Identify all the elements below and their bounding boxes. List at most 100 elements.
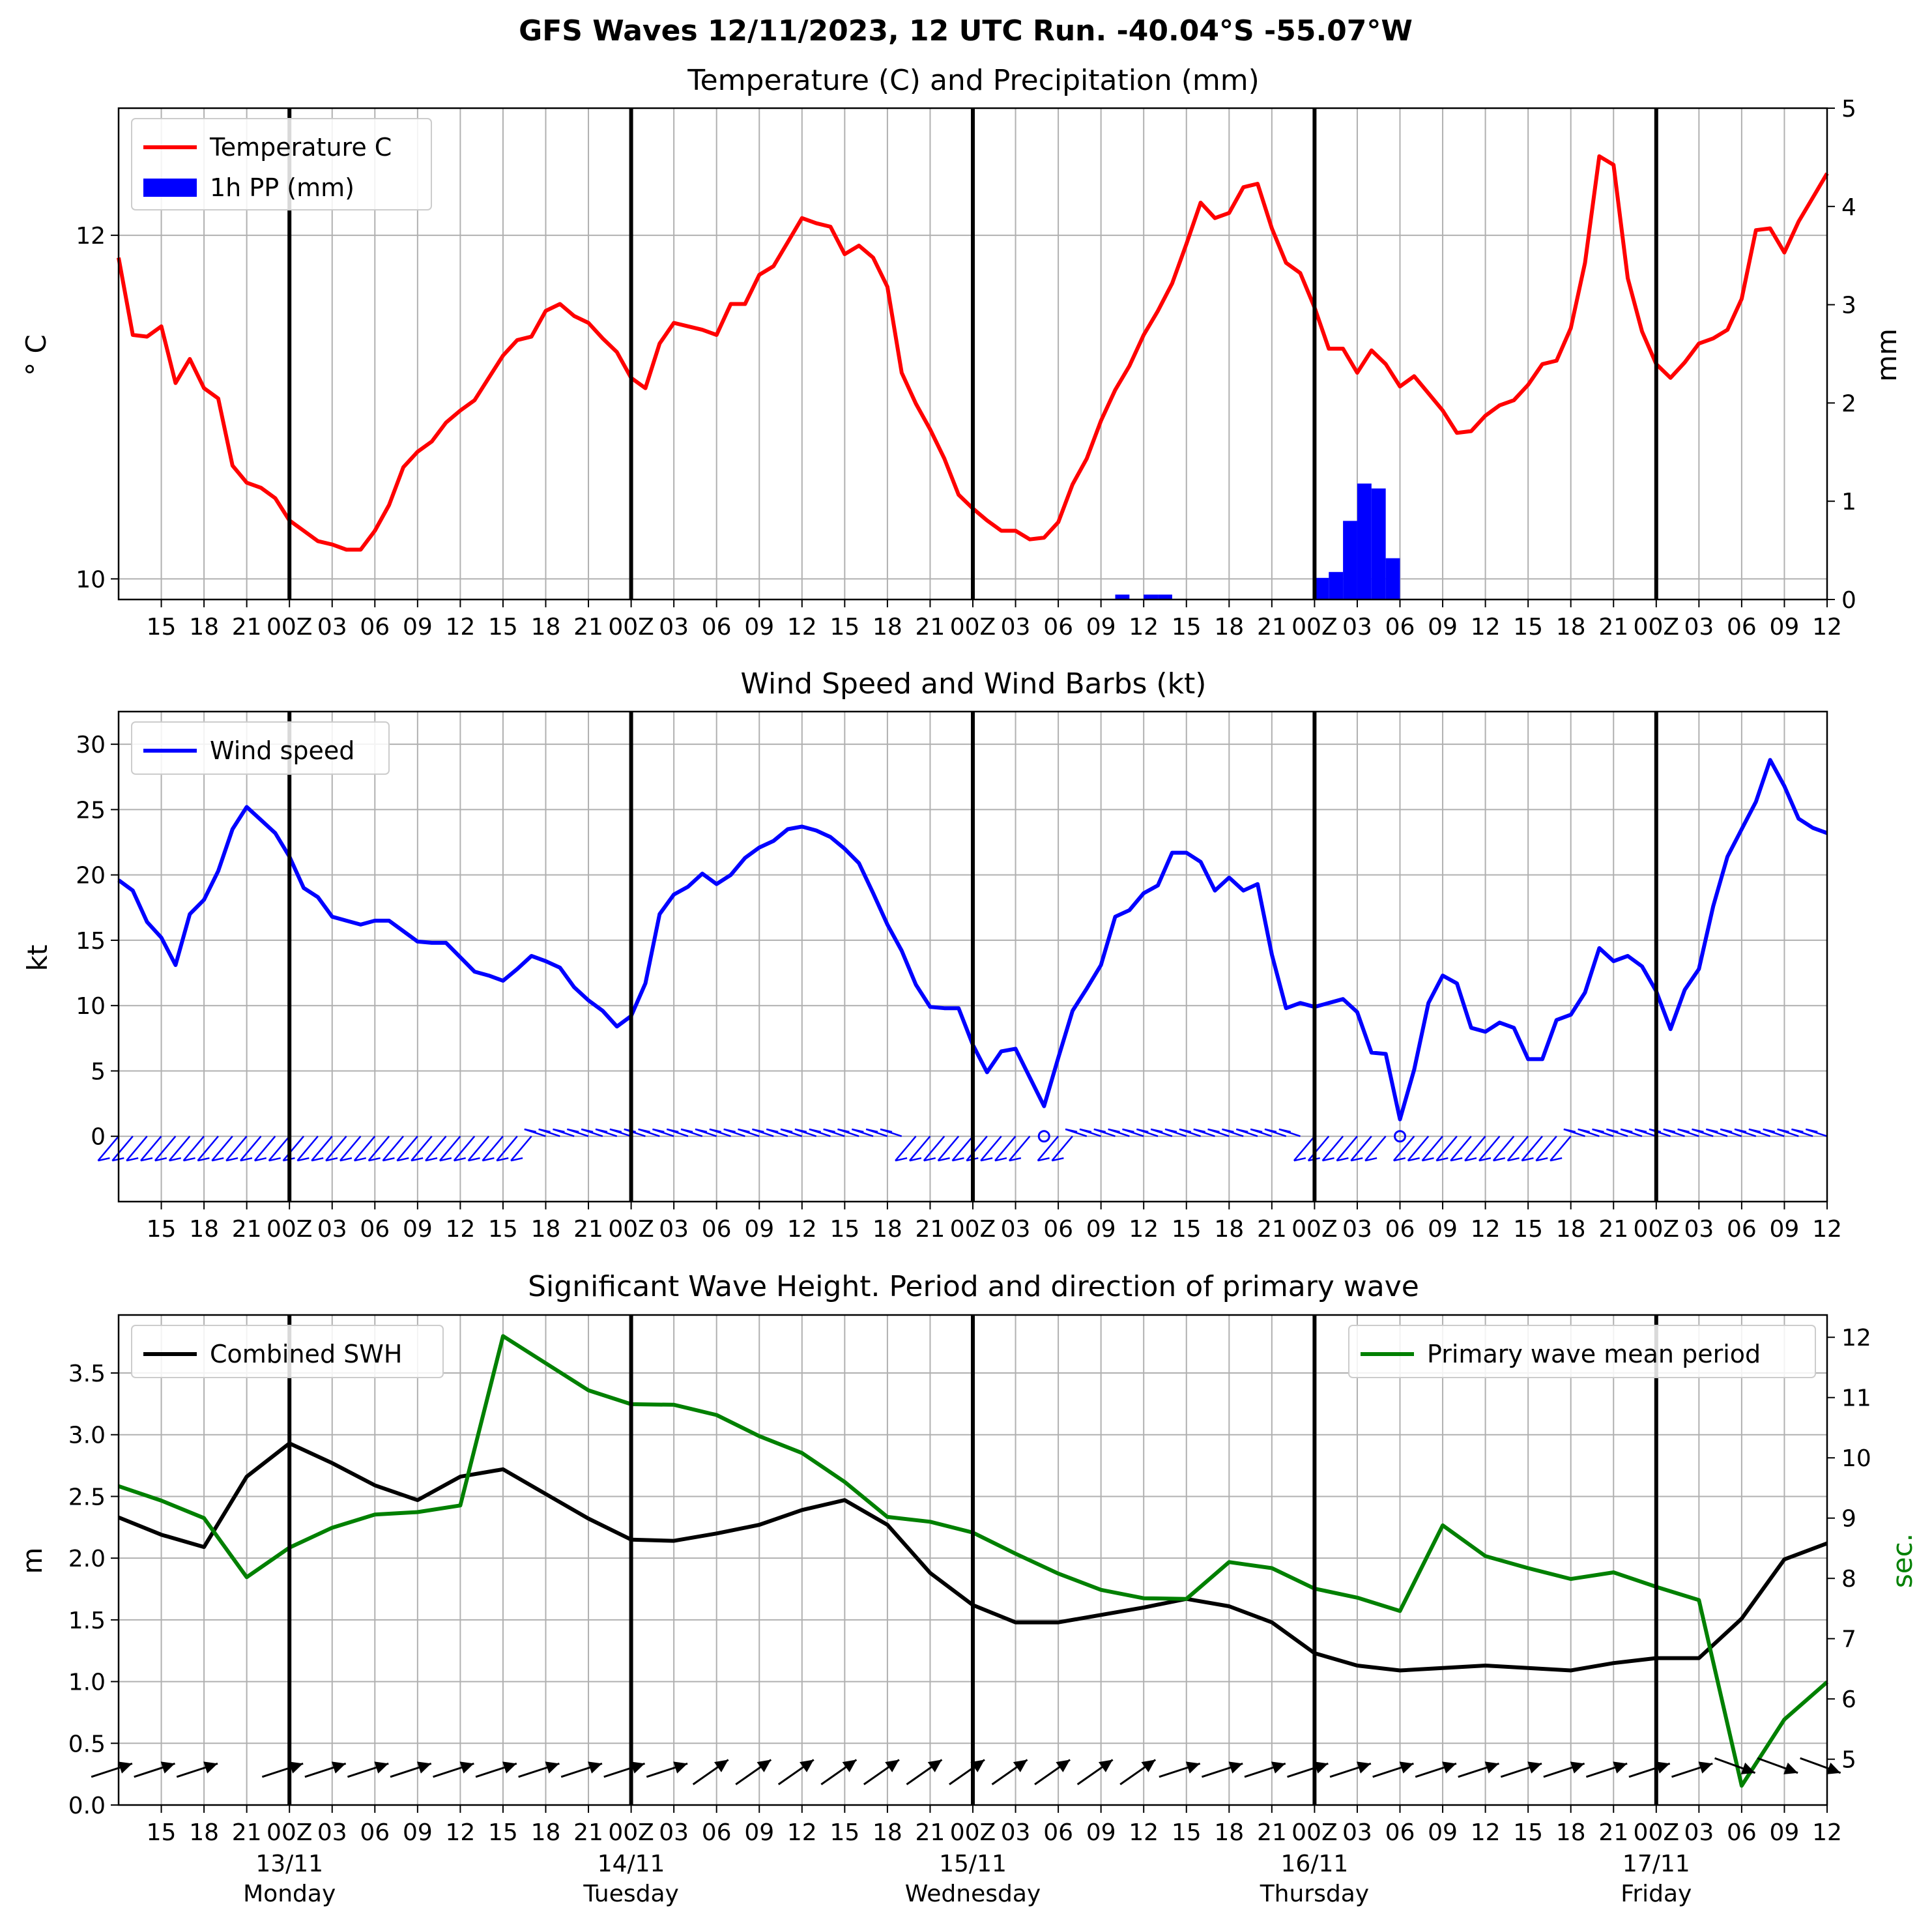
wind-barb	[382, 1135, 404, 1161]
wind-barb	[1450, 1135, 1472, 1161]
wind-barb	[496, 1135, 518, 1161]
wind-barb	[411, 1135, 433, 1161]
wind-barb	[1293, 1135, 1316, 1161]
x-tick-label: 12	[445, 1819, 475, 1846]
x-tick-label: 09	[1770, 1819, 1800, 1846]
wind-barb-feather	[738, 1128, 750, 1133]
wind-barb-feather	[1079, 1128, 1092, 1133]
x-tick-label: 21	[1598, 1216, 1628, 1243]
wind-barb-feather	[1264, 1128, 1277, 1133]
wave-direction-arrowhead	[1013, 1759, 1028, 1772]
wind-barb-feather	[766, 1128, 779, 1133]
wind-barb	[453, 1135, 476, 1161]
legend-label: Wind speed	[210, 736, 354, 765]
x-tick-label: 06	[1727, 1819, 1757, 1846]
wind-barb	[168, 1135, 191, 1161]
wind-barb-feather	[496, 1157, 509, 1162]
x-tick-label: 06	[1385, 1819, 1415, 1846]
y-tick-label: 12	[76, 223, 106, 250]
y2-tick-label: 3	[1841, 293, 1856, 319]
x-tick-label: 15	[147, 614, 177, 641]
wave-direction-arrowhead	[1783, 1762, 1798, 1774]
legend-label: Combined SWH	[210, 1340, 402, 1368]
x-tick-label: 09	[403, 1819, 433, 1846]
temp-panel-title: Temperature (C) and Precipitation (mm)	[687, 64, 1260, 97]
wind-barb-feather	[1606, 1128, 1619, 1133]
wind-barb	[439, 1135, 461, 1161]
y2-tick-label: 8	[1841, 1566, 1856, 1593]
wind-barb	[994, 1135, 1016, 1161]
wind-barb	[951, 1135, 973, 1161]
wave-direction-arrowhead	[1357, 1761, 1371, 1774]
wind-barb-feather	[980, 1157, 993, 1162]
wave-direction-arrowhead	[203, 1761, 218, 1774]
wind-barb-feather	[1692, 1128, 1704, 1133]
y2-tick-label: 10	[1841, 1445, 1871, 1472]
x-tick-label: 12	[787, 1819, 817, 1846]
wind-barb-feather	[1791, 1128, 1804, 1133]
day-name-label: Thursday	[1260, 1881, 1369, 1907]
x-tick-label: 09	[1428, 614, 1458, 641]
x-tick-label: 06	[360, 614, 390, 641]
wind-barb	[296, 1135, 319, 1161]
precip-bar	[1343, 521, 1357, 599]
wind-barb-feather	[1393, 1157, 1406, 1162]
x-tick-label: 21	[232, 614, 262, 641]
y-tick-label: 5	[91, 1058, 106, 1085]
wind-barb-feather	[197, 1157, 210, 1162]
x-tick-label: 09	[1086, 1216, 1116, 1243]
x-tick-label: 06	[702, 614, 732, 641]
wind-barb	[1507, 1135, 1529, 1161]
precip-bar	[1385, 558, 1400, 599]
x-tick-label: 21	[573, 1216, 603, 1243]
wind-barb-feather	[1179, 1128, 1192, 1133]
y2-tick-label: 5	[1841, 96, 1856, 123]
wind-barb	[211, 1135, 233, 1161]
x-tick-label: 06	[1043, 614, 1073, 641]
wind-barb-feather	[723, 1128, 736, 1133]
wind-barb-feather	[411, 1157, 424, 1162]
wind-panel-title: Wind Speed and Wind Barbs (kt)	[741, 667, 1207, 701]
precip-bar	[1314, 577, 1329, 599]
x-tick-label: 15	[1513, 1819, 1543, 1846]
wind-barb-feather	[809, 1128, 822, 1133]
wind-barb-feather	[510, 1157, 523, 1162]
wave-direction-arrowhead	[374, 1761, 389, 1774]
wind-barb	[1321, 1135, 1344, 1161]
wind-barb-feather	[325, 1157, 338, 1162]
wind-barb-feather	[268, 1157, 281, 1162]
wind-barb-feather	[1407, 1157, 1420, 1162]
wind-barb-feather	[1634, 1128, 1647, 1133]
x-tick-label: 03	[1001, 1216, 1031, 1243]
wave-direction-arrowhead	[1228, 1761, 1243, 1774]
x-tick-label: 21	[1598, 614, 1628, 641]
x-tick-label: 03	[659, 614, 689, 641]
day-date-label: 14/11	[598, 1851, 665, 1877]
wind-barb-feather	[823, 1128, 835, 1133]
wind-barb-feather	[680, 1128, 693, 1133]
wave-direction-arrowhead	[1527, 1761, 1542, 1774]
wind-barb-feather	[1720, 1128, 1733, 1133]
wave-direction-arrowhead	[588, 1761, 602, 1774]
x-tick-label: 06	[1727, 1216, 1757, 1243]
wind-barb	[980, 1135, 1002, 1161]
day-date-label: 17/11	[1622, 1851, 1690, 1877]
x-tick-label: 00Z	[1634, 1819, 1679, 1846]
wave-direction-arrowhead	[1484, 1761, 1499, 1774]
x-tick-label: 15	[1172, 614, 1202, 641]
x-tick-label: 09	[1770, 614, 1800, 641]
wind-barb	[253, 1135, 276, 1161]
wind-barb-feather	[1250, 1128, 1263, 1133]
x-tick-label: 15	[488, 614, 518, 641]
wind-barb-calm	[1037, 1130, 1050, 1143]
wind-barb-feather	[1364, 1157, 1377, 1162]
wind-barb	[1307, 1135, 1330, 1161]
wind-barb	[182, 1135, 205, 1161]
wind-barb-feather	[1563, 1128, 1576, 1133]
x-tick-label: 06	[702, 1819, 732, 1846]
wave-direction-arrowhead	[1056, 1759, 1071, 1772]
wave-direction-arrowhead	[757, 1759, 771, 1772]
precip-bar	[1158, 594, 1172, 599]
x-tick-label: 18	[1214, 1216, 1244, 1243]
x-tick-label: 06	[702, 1216, 732, 1243]
